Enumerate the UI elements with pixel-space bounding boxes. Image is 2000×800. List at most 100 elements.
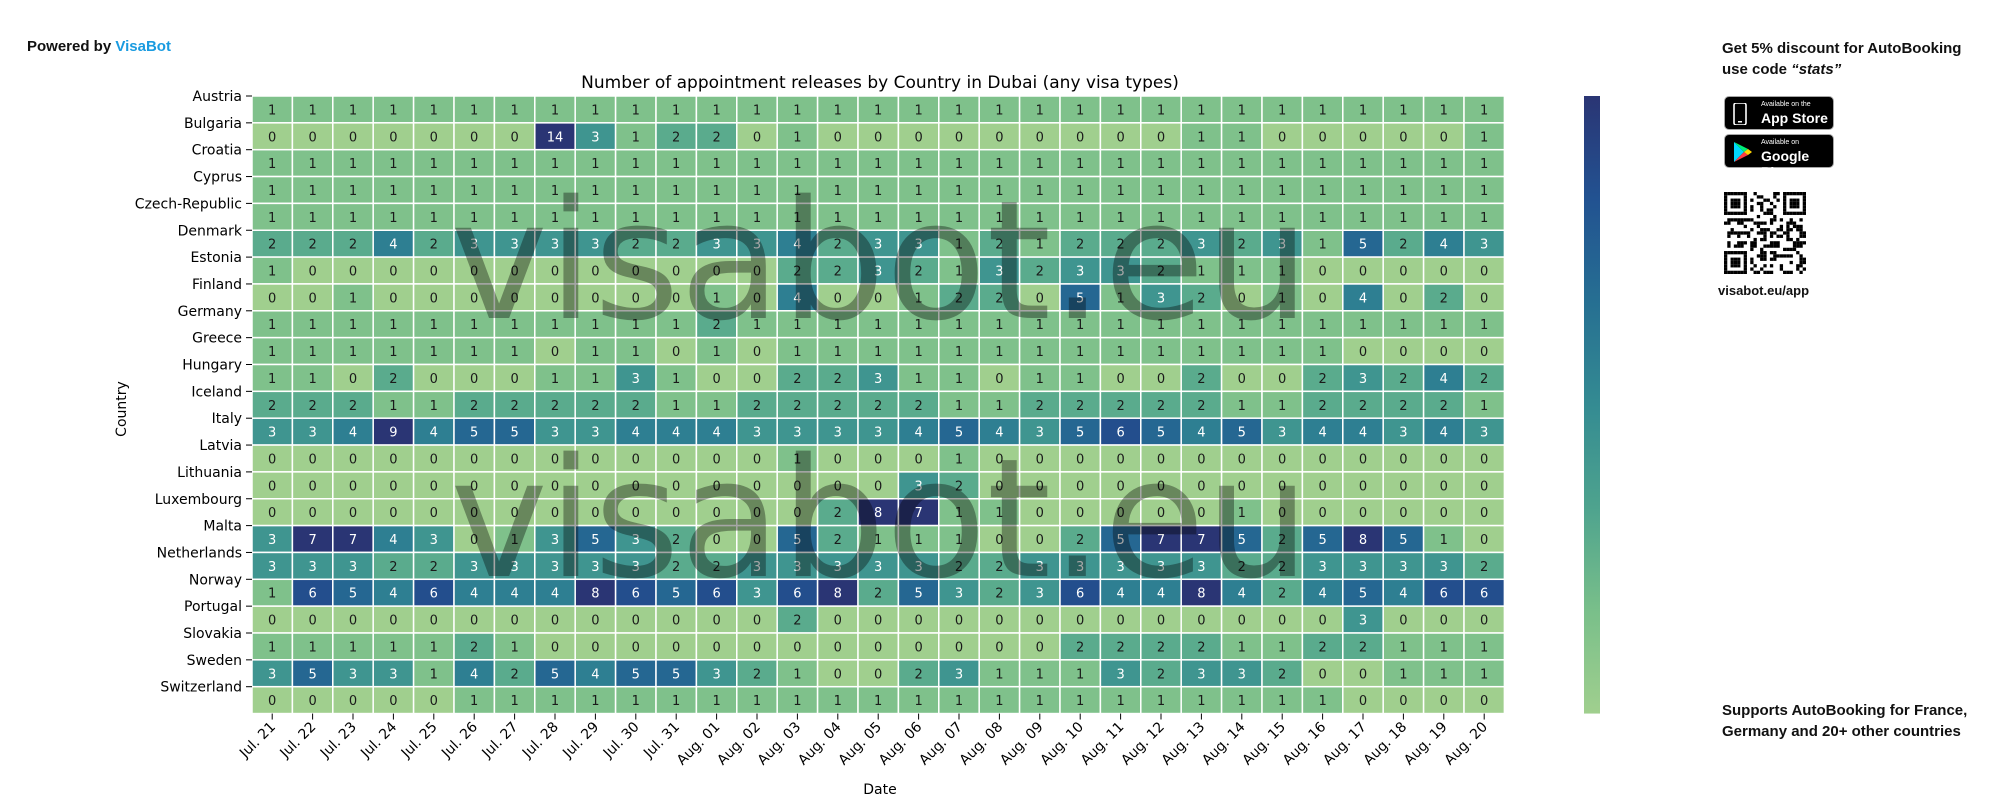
cell-value-label: 2 bbox=[349, 238, 357, 253]
cell-value-label: 3 bbox=[591, 560, 599, 575]
cell-value-label: 0 bbox=[1116, 372, 1124, 387]
y-tick-label: Lithuania bbox=[177, 465, 242, 481]
cell-value-label: 0 bbox=[995, 533, 1003, 548]
heatmap-cell bbox=[1261, 551, 1304, 581]
cell-value-label: 5 bbox=[955, 426, 963, 441]
cell-value-label: 1 bbox=[268, 184, 276, 199]
watermark-text: visabot.eu bbox=[450, 423, 1309, 615]
heatmap-cell bbox=[1140, 524, 1182, 554]
cell-value-label: 0 bbox=[308, 614, 316, 629]
google-play-button[interactable]: Available on Google Play bbox=[1724, 134, 1834, 180]
cell-value-label: 1 bbox=[1036, 694, 1044, 709]
visabot-brand-link[interactable]: VisaBot bbox=[115, 38, 171, 55]
cell-value-label: 0 bbox=[834, 130, 842, 145]
cell-value-label: 2 bbox=[753, 667, 761, 682]
cell-value-label: 1 bbox=[834, 694, 842, 709]
heatmap-cell bbox=[1099, 256, 1142, 285]
cell-value-label: 1 bbox=[510, 157, 518, 172]
y-tick-label: Iceland bbox=[191, 384, 242, 400]
cell-value-label: 1 bbox=[551, 694, 559, 709]
y-tick-label: Germany bbox=[178, 304, 242, 320]
cell-value-label: 0 bbox=[632, 265, 640, 280]
cell-value-label: 0 bbox=[874, 130, 882, 145]
heatmap-cell bbox=[938, 363, 980, 393]
heatmap-cell bbox=[1220, 256, 1263, 285]
heatmap-cell bbox=[534, 551, 576, 581]
cell-value-label: 1 bbox=[268, 211, 276, 226]
cell-value-label: 2 bbox=[914, 399, 922, 414]
x-tick-label: Aug. 09 bbox=[997, 719, 1047, 769]
cell-value-label: 4 bbox=[712, 426, 720, 441]
cell-value-label: 5 bbox=[1359, 238, 1367, 253]
cell-value-label: 1 bbox=[510, 533, 518, 548]
cell-value-label: 1 bbox=[1440, 211, 1448, 226]
cell-value-label: 5 bbox=[632, 667, 640, 682]
cell-value-label: 1 bbox=[914, 345, 922, 360]
heatmap-cell bbox=[1342, 471, 1384, 500]
cell-value-label: 0 bbox=[1318, 130, 1326, 145]
heatmap-cell bbox=[655, 390, 698, 419]
heatmap-cell bbox=[453, 256, 496, 285]
cell-value-label: 0 bbox=[753, 614, 761, 629]
cell-value-label: 0 bbox=[632, 614, 640, 629]
cell-value-label: 2 bbox=[955, 560, 963, 575]
colorbar: 01234567 bbox=[1584, 96, 1600, 714]
heatmap-cell bbox=[332, 336, 374, 366]
x-tick-label: Jul. 29 bbox=[559, 719, 602, 762]
cell-value-label: 4 bbox=[470, 587, 478, 602]
cell-value-label: 3 bbox=[551, 238, 559, 253]
cell-value-label: 0 bbox=[1399, 452, 1407, 467]
cell-value-label: 2 bbox=[551, 399, 559, 414]
cell-value-label: 3 bbox=[914, 238, 922, 253]
cell-value-label: 1 bbox=[1116, 345, 1124, 360]
heatmap-cell bbox=[1140, 390, 1182, 419]
heatmap-cell bbox=[897, 95, 940, 124]
cell-value-label: 1 bbox=[1076, 184, 1084, 199]
heatmap-cell bbox=[816, 685, 859, 715]
cell-value-label: 1 bbox=[1399, 667, 1407, 682]
heatmap-cell bbox=[332, 685, 374, 715]
cell-value-label: 0 bbox=[632, 479, 640, 494]
cell-value-label: 1 bbox=[551, 318, 559, 333]
cell-value-label: 1 bbox=[1440, 103, 1448, 118]
cell-value-label: 2 bbox=[995, 238, 1003, 253]
heatmap-cell bbox=[1342, 283, 1384, 312]
cell-value-label: 1 bbox=[874, 157, 882, 172]
x-tick-label: Aug. 13 bbox=[1159, 719, 1209, 769]
cell-value-label: 2 bbox=[955, 291, 963, 306]
cell-value-label: 0 bbox=[632, 640, 640, 655]
cell-value-label: 8 bbox=[834, 587, 842, 602]
heatmap-cell bbox=[897, 336, 940, 366]
cell-value-label: 0 bbox=[1036, 291, 1044, 306]
cell-value-label: 4 bbox=[551, 587, 559, 602]
heatmap-cell bbox=[1140, 336, 1182, 366]
cell-value-label: 3 bbox=[470, 560, 478, 575]
cell-value-label: 4 bbox=[430, 426, 438, 441]
cell-value-label: 1 bbox=[632, 211, 640, 226]
y-tick-label: Sweden bbox=[187, 653, 242, 669]
heatmap-cell bbox=[1342, 685, 1384, 715]
heatmap-cell bbox=[534, 283, 576, 312]
cell-value-label: 1 bbox=[308, 318, 316, 333]
cell-value-label: 0 bbox=[1076, 130, 1084, 145]
cell-value-label: 0 bbox=[753, 345, 761, 360]
cell-value-label: 4 bbox=[349, 426, 357, 441]
cell-value-label: 0 bbox=[672, 452, 680, 467]
heatmap-cell bbox=[1301, 363, 1344, 393]
y-tick-label: Bulgaria bbox=[184, 116, 242, 132]
qr-code-icon[interactable] bbox=[1724, 192, 1806, 274]
cell-value-label: 0 bbox=[1480, 533, 1488, 548]
heatmap-cell bbox=[614, 202, 657, 231]
cell-value-label: 0 bbox=[1318, 479, 1326, 494]
cell-value-label: 0 bbox=[672, 265, 680, 280]
cell-value-label: 1 bbox=[349, 640, 357, 655]
cell-value-label: 4 bbox=[470, 667, 478, 682]
app-store-button[interactable]: Available on the App Store bbox=[1724, 96, 1834, 130]
google-play-small-text: Available on bbox=[1761, 139, 1800, 146]
heatmap-cell bbox=[1301, 148, 1344, 178]
cell-value-label: 1 bbox=[1359, 184, 1367, 199]
cell-value-label: 5 bbox=[470, 426, 478, 441]
cell-value-label: 1 bbox=[995, 211, 1003, 226]
cell-value-label: 4 bbox=[672, 426, 680, 441]
y-tick-label: Austria bbox=[193, 89, 242, 105]
